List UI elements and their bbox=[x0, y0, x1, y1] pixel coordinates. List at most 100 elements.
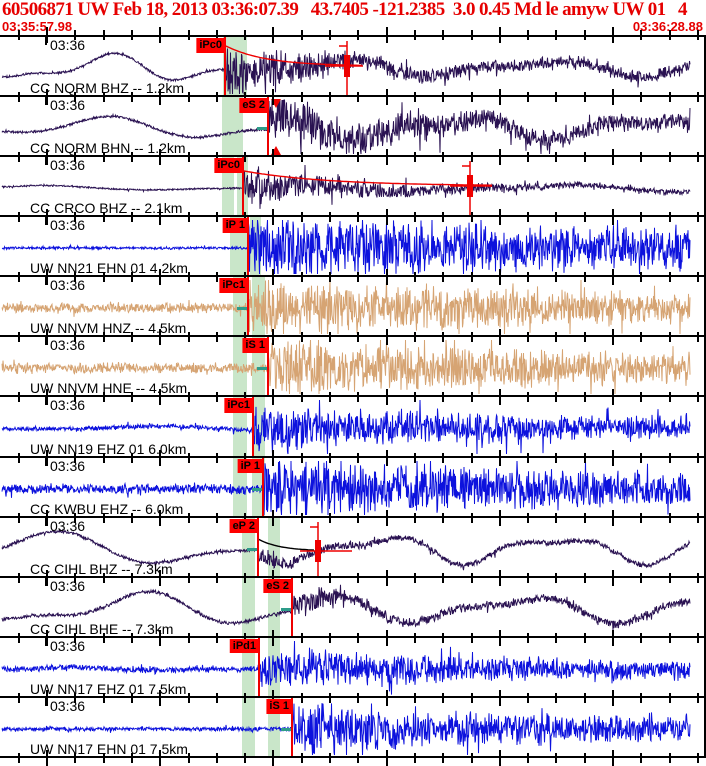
minute-tick bbox=[45, 157, 47, 166]
trace-row[interactable]: iP 1 03:36 CC KWBU EHZ -- 6.0km bbox=[0, 457, 706, 526]
time-tick bbox=[612, 89, 614, 106]
phase-pick-line[interactable] bbox=[291, 577, 293, 636]
time-tick bbox=[442, 30, 445, 40]
time-tick bbox=[244, 572, 247, 583]
phase-pick-flag[interactable]: iS 1 bbox=[242, 338, 268, 354]
amplitude-marker[interactable] bbox=[325, 41, 363, 95]
trace-row[interactable]: iPc0 03:36 CC CRCO BHZ -- 2.1km bbox=[0, 157, 706, 226]
phase-pick-line[interactable] bbox=[252, 397, 254, 456]
phase-pick-line[interactable] bbox=[267, 337, 269, 396]
trace-row[interactable]: iPc1 03:36 UW NNVM HNZ -- 4.5km bbox=[0, 277, 706, 346]
time-tick bbox=[17, 332, 20, 343]
time-tick bbox=[442, 152, 445, 163]
waveform-canvas[interactable] bbox=[0, 277, 706, 338]
phase-pick-flag[interactable]: iPc0 bbox=[214, 158, 243, 173]
phase-pick-line[interactable] bbox=[267, 97, 269, 156]
time-tick bbox=[640, 92, 643, 103]
time-tick bbox=[385, 509, 388, 526]
time-tick bbox=[102, 632, 105, 643]
time-tick bbox=[74, 92, 77, 103]
waveform-canvas[interactable] bbox=[0, 397, 706, 458]
station-label: CC CIHL BHE -- 7.3km bbox=[30, 620, 174, 637]
time-tick bbox=[696, 332, 699, 343]
phase-pick-line[interactable] bbox=[258, 637, 260, 696]
phase-pick-line[interactable] bbox=[262, 457, 264, 516]
time-tick bbox=[696, 512, 699, 523]
phase-pick-flag[interactable]: iP 1 bbox=[237, 458, 263, 474]
time-tick bbox=[470, 152, 473, 163]
trace-row[interactable]: iS 1 03:36 UW NNVM HNE -- 4.5km bbox=[0, 337, 706, 406]
phase-pick-flag[interactable]: iPc0 bbox=[196, 38, 225, 53]
amplitude-marker[interactable] bbox=[300, 521, 352, 576]
waveform-canvas[interactable] bbox=[0, 337, 706, 398]
trace-row[interactable]: iPc0 03:36 CC NQRM BHZ -- 1.2km bbox=[0, 37, 706, 106]
time-tick bbox=[555, 332, 558, 343]
waveform-canvas[interactable] bbox=[0, 37, 706, 98]
time-tick bbox=[102, 272, 105, 283]
amplitude-marker[interactable] bbox=[450, 161, 492, 216]
time-tick bbox=[74, 632, 77, 643]
waveform-canvas[interactable] bbox=[0, 698, 706, 759]
time-tick bbox=[413, 212, 416, 223]
phase-pick-flag[interactable]: iP 1 bbox=[222, 218, 248, 233]
time-tick bbox=[17, 392, 20, 403]
phase-pick-flag[interactable]: eS 2 bbox=[239, 98, 268, 113]
minute-label: 03:36 bbox=[50, 517, 86, 534]
coda-envelope-curve bbox=[225, 45, 362, 66]
waveform-canvas[interactable] bbox=[0, 638, 706, 699]
time-tick bbox=[696, 212, 699, 223]
trace-row[interactable]: eP 2 03:36 CC CIHL BHZ -- 7.3km bbox=[0, 517, 706, 586]
time-tick bbox=[17, 212, 20, 223]
trace-row[interactable]: iPd1 03:36 UW NN17 EHZ 01 7.5km bbox=[0, 637, 706, 706]
time-tick bbox=[498, 509, 501, 526]
phase-pick-flag[interactable]: iPc1 bbox=[224, 398, 253, 414]
time-tick bbox=[612, 569, 614, 586]
time-tick bbox=[612, 209, 614, 226]
phase-pick-flag[interactable]: iS 1 bbox=[266, 698, 292, 714]
phase-pick-flag[interactable]: eP 2 bbox=[229, 518, 258, 534]
time-tick bbox=[385, 269, 388, 286]
waveform-canvas[interactable] bbox=[0, 578, 706, 639]
waveform-canvas[interactable] bbox=[0, 458, 706, 519]
pick-uncertainty-dash bbox=[247, 547, 259, 551]
time-tick bbox=[244, 632, 247, 643]
phase-pick-line[interactable] bbox=[291, 697, 293, 756]
time-tick bbox=[244, 152, 247, 163]
phase-pick-line[interactable] bbox=[247, 217, 249, 276]
time-tick bbox=[357, 692, 360, 703]
time-tick bbox=[159, 449, 162, 466]
time-tick bbox=[413, 152, 416, 163]
time-tick bbox=[527, 572, 530, 583]
time-tick bbox=[612, 27, 614, 43]
trace-row[interactable]: iP 1 03:36 UW NN21 EHN 01 4.2km bbox=[0, 217, 706, 286]
time-tick bbox=[300, 30, 303, 40]
phase-pick-line[interactable] bbox=[247, 277, 249, 336]
phase-pick-line[interactable] bbox=[224, 37, 226, 96]
time-tick bbox=[357, 572, 360, 583]
time-tick bbox=[102, 152, 105, 163]
phase-pick-flag[interactable]: iPc1 bbox=[219, 278, 248, 293]
time-tick bbox=[102, 572, 105, 583]
pick-window-band bbox=[222, 97, 243, 156]
waveform-canvas[interactable] bbox=[0, 157, 706, 218]
time-tick bbox=[300, 632, 303, 643]
phase-pick-flag[interactable]: iPd1 bbox=[229, 638, 259, 654]
phase-pick-line[interactable] bbox=[242, 157, 244, 216]
phase-pick-line[interactable] bbox=[257, 517, 259, 576]
time-tick bbox=[696, 572, 699, 583]
time-tick bbox=[74, 692, 77, 703]
waveform-canvas[interactable] bbox=[0, 217, 706, 278]
trace-row[interactable]: iS 1 03:36 UW NN17 EHN 01 7.5km bbox=[0, 697, 706, 766]
station-label: UW NNVM HNE -- 4.5km bbox=[30, 380, 188, 397]
time-tick bbox=[527, 452, 530, 463]
trace-area[interactable]: iPc0 03:36 CC NQRM BHZ -- 1.2km eS 2 03:36 CC… bbox=[0, 27, 706, 766]
waveform-canvas[interactable] bbox=[0, 518, 706, 579]
phase-pick-flag[interactable]: eS 2 bbox=[263, 578, 292, 594]
time-tick bbox=[272, 269, 275, 286]
trace-row[interactable]: eS 2 03:36 CC NQRM BHN -- 1.2km bbox=[0, 97, 704, 166]
trace-row[interactable]: iPc1 03:36 UW NN19 EHZ 01 6.0km bbox=[0, 397, 706, 466]
trace-row[interactable]: eS 2 03:36 CC CIHL BHE -- 7.3km bbox=[0, 577, 706, 646]
time-tick bbox=[46, 449, 48, 466]
time-tick bbox=[159, 509, 162, 526]
